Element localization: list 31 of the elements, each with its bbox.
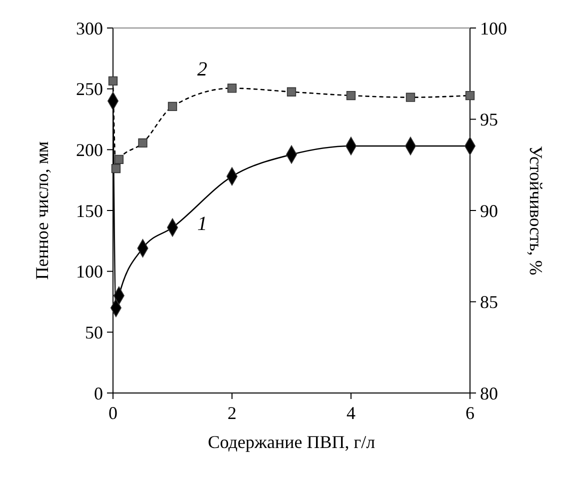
x-tick-label: 6 (466, 403, 474, 423)
y-tick-label: 250 (76, 79, 103, 100)
series-label: 2 (197, 58, 208, 80)
point (286, 87, 296, 96)
series-label: 1 (197, 212, 208, 235)
point (346, 90, 356, 100)
y2-tick-label: 80 (480, 383, 498, 404)
point (168, 102, 178, 112)
x-tick-label: 0 (108, 403, 118, 423)
point (465, 90, 475, 100)
y-axis-title: Пенное число, мм (32, 141, 52, 280)
y2-tick-label: 90 (480, 200, 498, 221)
y-tick-label: 50 (85, 322, 103, 342)
point (406, 92, 416, 102)
y2-tick-label: 95 (480, 110, 498, 130)
y2-tick-label: 85 (480, 292, 498, 312)
y2-axis-title: Устойчивость, % (526, 146, 546, 276)
y2-tick-label: 100 (480, 18, 507, 38)
point (227, 84, 237, 93)
point (138, 138, 148, 148)
point (111, 164, 121, 174)
x-tick-label: 4 (346, 403, 356, 423)
y-tick-label: 100 (76, 262, 103, 282)
x-tick-label: 2 (228, 403, 236, 423)
point (114, 154, 124, 164)
y-tick-label: 300 (76, 18, 103, 38)
y-tick-label: 150 (76, 200, 103, 221)
point (108, 76, 118, 86)
y-tick-label: 200 (76, 140, 103, 160)
y-tick-label: 0 (94, 383, 103, 404)
x-axis-title: Содержание ПВП, г/л (208, 432, 376, 452)
